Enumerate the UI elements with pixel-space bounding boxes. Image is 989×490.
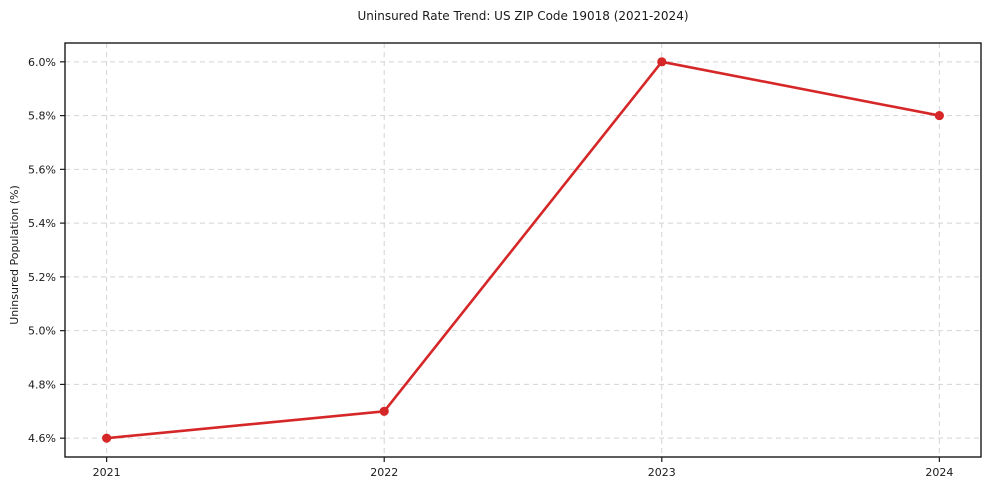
data-point-marker — [657, 57, 667, 67]
trend-line — [105, 60, 941, 440]
data-point-marker — [102, 433, 112, 443]
y-tick-label: 5.4% — [28, 217, 56, 230]
plot-border — [64, 42, 982, 458]
y-tick-label: 5.2% — [28, 271, 56, 284]
y-tick-label: 6.0% — [28, 56, 56, 69]
x-tick-label: 2024 — [925, 466, 953, 479]
data-point-marker — [934, 110, 944, 121]
y-tick-label: 4.6% — [28, 432, 56, 445]
y-tick-label: 5.0% — [28, 325, 56, 338]
x-tick-label: 2022 — [370, 466, 398, 479]
data-point-marker — [379, 406, 389, 416]
x-tick-label: 2023 — [648, 466, 676, 479]
chart-title: Uninsured Rate Trend: US ZIP Code 19018 … — [357, 9, 689, 23]
x-tick-label: 2021 — [93, 466, 121, 479]
y-tick-label: 5.6% — [28, 163, 56, 176]
y-tick-label: 4.8% — [28, 378, 56, 391]
y-tick-label: 5.8% — [28, 110, 56, 123]
